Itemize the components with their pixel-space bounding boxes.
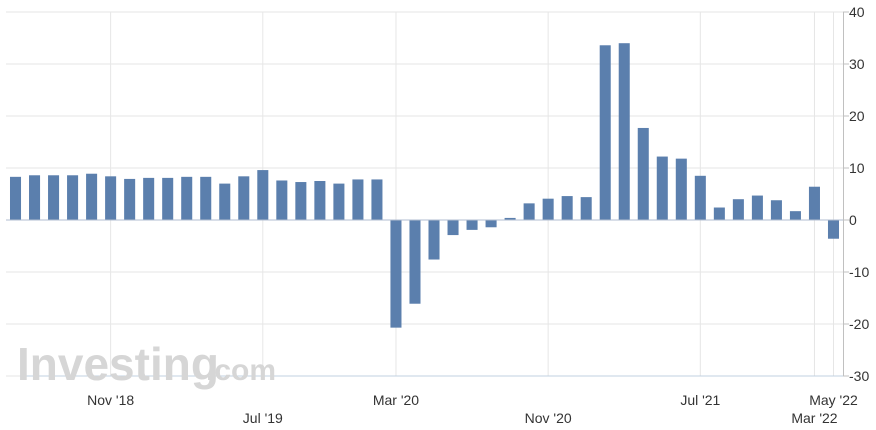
investing-watermark-logo: Investing .com (17, 338, 276, 390)
y-tick-label: 20 (849, 108, 865, 124)
bar (732, 199, 744, 220)
bar (105, 176, 117, 220)
x-axis-tick-labels: Nov '18 Jul '19 Mar '20 Nov '20 Jul '21 Mar '… (87, 392, 858, 426)
y-tick-label: -30 (849, 368, 869, 384)
bar (504, 217, 516, 220)
bar (808, 186, 820, 220)
bar (276, 180, 288, 220)
watermark-suffix: .com (206, 354, 276, 387)
bar (428, 220, 440, 260)
bar (162, 177, 174, 220)
bar (523, 203, 535, 220)
bar (143, 177, 155, 220)
bar (257, 170, 269, 220)
bar (67, 175, 79, 220)
y-tick-label: -10 (849, 264, 869, 280)
bar (352, 179, 364, 220)
bar (770, 200, 782, 220)
bar (751, 195, 763, 220)
bar (561, 196, 573, 220)
bar (200, 176, 212, 220)
bar (694, 175, 706, 220)
bar (618, 43, 630, 221)
bar (181, 176, 193, 220)
bar (219, 183, 231, 220)
bar (333, 183, 345, 220)
bar (238, 176, 250, 220)
bar (29, 175, 41, 220)
bar (314, 181, 326, 220)
y-tick-label: 40 (849, 4, 865, 20)
x-tick-label: Mar '22 (791, 410, 837, 426)
bar (485, 220, 497, 228)
bar (409, 220, 421, 304)
bar (9, 176, 22, 220)
axes (6, 11, 849, 377)
bar (466, 220, 478, 230)
bar (637, 127, 649, 220)
x-tick-label: Jul '21 (680, 392, 720, 408)
bar (295, 182, 307, 220)
x-tick-label: Nov '20 (525, 410, 572, 426)
bar (656, 156, 668, 220)
y-tick-label: -20 (849, 316, 869, 332)
bar (827, 220, 840, 239)
bar (390, 220, 402, 328)
y-axis-tick-labels: 40 30 20 10 0 -10 -20 -30 (849, 4, 869, 384)
bar (371, 179, 383, 220)
x-tick-label: Mar '20 (373, 392, 419, 408)
x-tick-label: Nov '18 (87, 392, 134, 408)
y-tick-label: 30 (849, 56, 865, 72)
x-tick-label: May '22 (809, 392, 858, 408)
bar-series (9, 43, 840, 328)
bar (86, 173, 98, 220)
bar (48, 175, 60, 220)
watermark-brand: Investing (17, 338, 219, 390)
bar (124, 178, 136, 220)
y-tick-label: 10 (849, 160, 865, 176)
bar (599, 45, 611, 220)
y-tick-label: 0 (849, 212, 857, 228)
bar (675, 158, 687, 220)
bar (447, 220, 459, 236)
bar (713, 207, 725, 220)
bar (580, 197, 592, 220)
bar (542, 198, 554, 220)
bar (789, 211, 801, 220)
x-tick-label: Jul '19 (243, 410, 283, 426)
